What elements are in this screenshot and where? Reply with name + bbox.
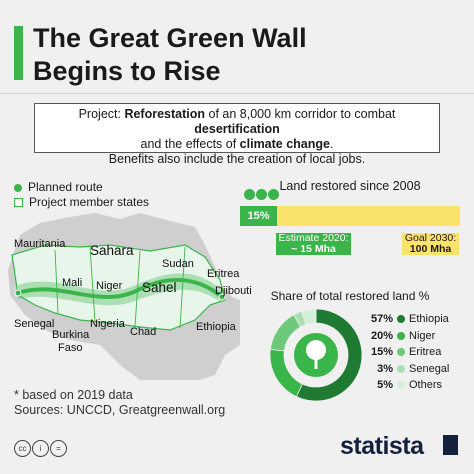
share-legend-value: 5% — [377, 379, 393, 391]
project-description-box: Project: Reforestation of an 8,000 km co… — [34, 103, 440, 166]
share-legend-item: 5% Others — [366, 377, 449, 394]
page-title: The Great Green Wall Begins to Rise — [33, 22, 307, 88]
statista-logo-mark — [443, 435, 458, 455]
tree-icon — [244, 189, 255, 200]
map-label-sudan: Sudan — [162, 258, 194, 270]
map-label-mauritania: Mauritania — [14, 238, 66, 250]
estimate-label: Estimate 2020: — [278, 232, 349, 244]
map-label-niger: Niger — [96, 280, 123, 292]
tree-icon — [268, 189, 279, 200]
goal-bar — [240, 206, 460, 226]
share-legend-swatch — [397, 348, 405, 357]
route-end-dot — [218, 293, 226, 301]
share-donut-chart — [269, 308, 363, 402]
project-text: . — [330, 137, 334, 151]
project-text: and the effects of — [140, 137, 240, 151]
share-legend-swatch — [397, 364, 405, 373]
title-accent-bar — [14, 26, 23, 80]
sources: Sources: UNCCD, Greatgreenwall.org — [14, 403, 226, 417]
share-legend-label: Eritrea — [409, 346, 442, 358]
share-legend-label: Niger — [409, 329, 436, 342]
share-legend-swatch — [397, 381, 405, 390]
share-legend-item: 20% Niger — [366, 328, 449, 345]
map-legend: Planned route Project member states — [14, 180, 149, 210]
map-label-mali: Mali — [62, 277, 83, 289]
share-legend-swatch — [397, 315, 405, 324]
route-line — [17, 278, 224, 299]
donut-slice-others — [301, 308, 317, 326]
map-label-sahara: Sahara — [90, 243, 134, 258]
project-line-1: Project: Reforestation of an 8,000 km co… — [35, 107, 439, 137]
share-legend: 57% Ethiopia 20% Niger 15% Eritrea 3% Senegal 5%… — [366, 311, 449, 394]
attribution-icon[interactable]: i — [32, 440, 49, 457]
share-legend-item: 15% Eritrea — [366, 344, 449, 361]
map-label-chad: Chad — [130, 326, 157, 338]
share-title: Share of total restored land % — [270, 289, 430, 303]
map-label-nigeria: Nigeria — [90, 318, 125, 330]
map-label-senegal: Senegal — [14, 318, 55, 330]
share-legend-label: Senegal — [409, 362, 450, 375]
legend-item-members: Project member states — [14, 195, 149, 210]
share-legend-label: Others — [409, 379, 443, 391]
legend-label: Project member states — [29, 195, 150, 209]
share-legend-item: 57% Ethiopia — [366, 311, 449, 328]
title-line-2: Begins to Rise — [33, 56, 221, 86]
project-bold-reforestation: Reforestation — [124, 107, 206, 121]
project-text: Project: — [78, 107, 125, 121]
land-restored-title: Land restored since 2008 — [279, 179, 421, 193]
footer-notes: * based on 2019 data Sources: UNCCD, Gre… — [14, 388, 225, 418]
tree-crown-icon — [306, 340, 326, 360]
goal-value: 100 Mha — [409, 243, 452, 255]
legend-item-route: Planned route — [14, 180, 149, 195]
africa-map — [8, 213, 240, 380]
project-text: of an 8,000 km corridor to combat — [205, 107, 396, 121]
donut-slice-ethiopia — [295, 308, 363, 402]
title-line-1: The Great Green Wall — [33, 23, 307, 53]
map-label-ethiopia: Ethiopia — [196, 321, 236, 333]
no-derivatives-icon[interactable]: = — [50, 440, 67, 457]
legend-label: Planned route — [28, 180, 103, 194]
share-legend-swatch — [397, 331, 405, 340]
estimate-2020-box: Estimate 2020: ~ 15 Mha — [276, 233, 351, 255]
restored-bar: 15% — [240, 206, 277, 226]
goal-2030-box: Goal 2030: 100 Mha — [402, 233, 459, 255]
map-label-djibouti: Djibouti — [215, 285, 252, 297]
project-line-3: Benefits also include the creation of lo… — [108, 152, 366, 166]
share-legend-value: 57% — [370, 313, 393, 325]
divider — [0, 93, 474, 94]
map-label-faso: Faso — [58, 342, 83, 354]
member-states-area — [11, 244, 226, 331]
member-square-icon — [14, 198, 23, 207]
share-legend-item: 3% Senegal — [366, 361, 449, 378]
route-start-dot — [14, 289, 22, 297]
estimate-value: ~ 15 Mha — [291, 243, 336, 255]
share-legend-value: 3% — [377, 362, 393, 375]
member-border — [54, 246, 186, 329]
tree-trunk-icon — [314, 358, 318, 369]
share-legend-value: 15% — [370, 346, 393, 358]
project-line-2: and the effects of climate change. — [35, 137, 439, 152]
map-label-sahel: Sahel — [142, 280, 177, 295]
footnote: * based on 2019 data — [14, 388, 133, 402]
map-label-eritrea: Eritrea — [207, 268, 240, 280]
project-bold-desertification: desertification — [194, 122, 280, 136]
cc-license-icon[interactable]: cc — [14, 440, 31, 457]
goal-label: Goal 2030: — [404, 232, 457, 244]
statista-logo[interactable]: statista — [340, 432, 424, 460]
route-dot-icon — [14, 183, 22, 192]
share-legend-value: 20% — [370, 329, 393, 342]
donut-slice-eritrea — [269, 314, 302, 352]
tree-icon — [256, 189, 267, 200]
map-label-burkina: Burkina — [52, 329, 90, 341]
project-bold-climate-change: climate change — [239, 137, 330, 151]
share-legend-label: Ethiopia — [409, 313, 449, 325]
